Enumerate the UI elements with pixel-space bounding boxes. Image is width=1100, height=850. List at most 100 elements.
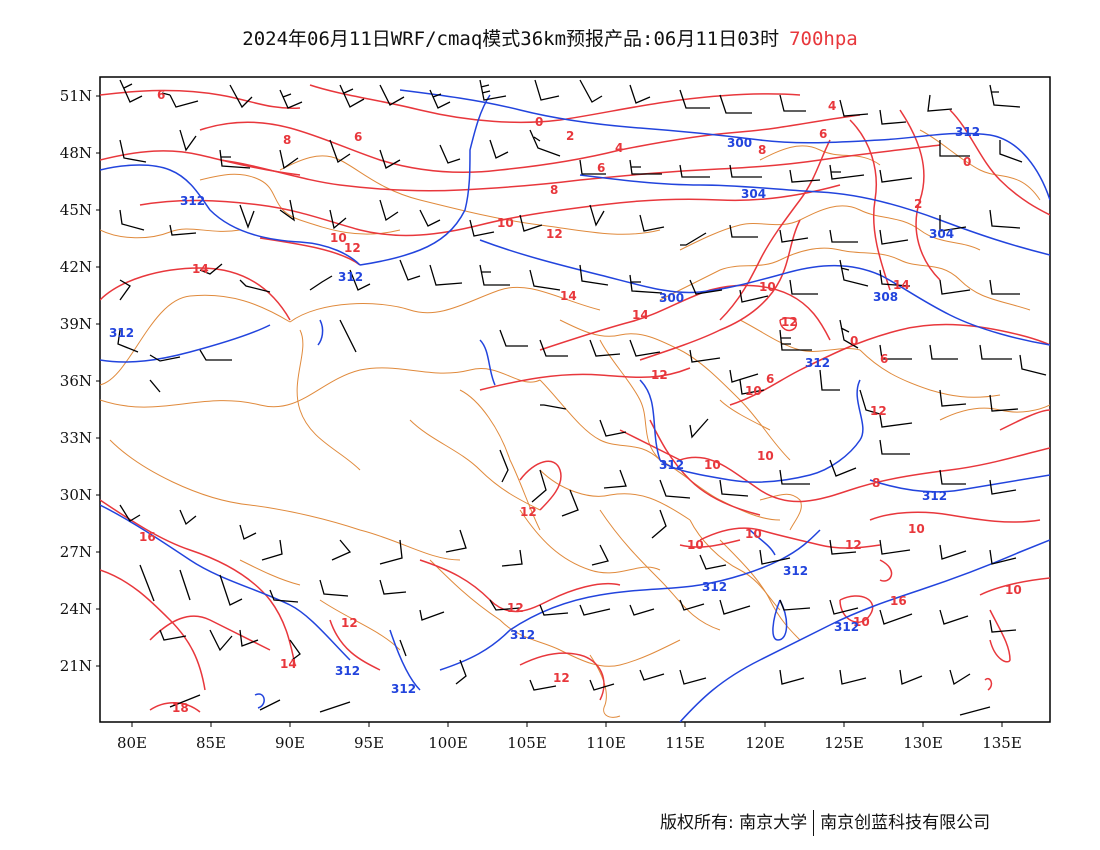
temperature-label: 8 <box>872 476 880 490</box>
height-label: 312 <box>335 664 360 678</box>
lat-label: 39N <box>60 315 92 333</box>
height-label: 300 <box>659 291 684 305</box>
height-label: 312 <box>109 326 134 340</box>
height-label: 312 <box>702 580 727 594</box>
temperature-label: 12 <box>520 505 537 519</box>
lon-label: 125E <box>824 734 864 752</box>
lon-label: 130E <box>903 734 943 752</box>
temperature-contours <box>100 84 1050 713</box>
lon-label: 85E <box>196 734 226 752</box>
temperature-label: 12 <box>546 227 563 241</box>
height-label: 312 <box>338 270 363 284</box>
height-label: 312 <box>805 356 830 370</box>
temperature-label: 8 <box>550 183 558 197</box>
temperature-label: 14 <box>192 262 209 276</box>
temperature-label: 4 <box>615 141 623 155</box>
temperature-label: 0 <box>535 115 543 129</box>
temperature-label: 18 <box>172 701 189 715</box>
lon-label: 95E <box>354 734 384 752</box>
map-title: 2024年06月11日WRF/cmaq模式36km预报产品:06月11日03时 7… <box>0 24 1100 51</box>
temperature-label: 10 <box>908 522 925 536</box>
temperature-label: 6 <box>157 88 165 102</box>
footer-credits: 版权所有: 南京大学 南京创蓝科技有限公司 <box>660 808 990 836</box>
temperature-label: 4 <box>828 99 836 113</box>
height-label: 312 <box>834 620 859 634</box>
temperature-label: 10 <box>759 280 776 294</box>
temperature-label: 10 <box>1005 583 1022 597</box>
temperature-label: 2 <box>914 197 922 211</box>
height-label: 312 <box>783 564 808 578</box>
temperature-label: 6 <box>819 127 827 141</box>
lat-label: 27N <box>60 543 92 561</box>
temperature-label: 14 <box>560 289 577 303</box>
title-level: 700hpa <box>789 28 858 50</box>
temperature-label: 12 <box>870 404 887 418</box>
copyright-text: 版权所有: 南京大学 <box>660 813 808 833</box>
temperature-label: 12 <box>553 671 570 685</box>
lon-label: 120E <box>745 734 785 752</box>
height-label: 304 <box>929 227 954 241</box>
lon-label: 100E <box>428 734 468 752</box>
latitude-labels: 51N 48N 45N 42N 39N 36N 33N 30N 27N 24N … <box>60 87 92 675</box>
axis-ticks <box>96 95 1003 727</box>
lat-label: 33N <box>60 429 92 447</box>
height-label: 312 <box>955 125 980 139</box>
border-lines <box>100 129 1050 718</box>
height-label: 308 <box>873 290 898 304</box>
company-name: 南京创蓝科技有限公司 <box>820 813 991 833</box>
lon-label: 135E <box>982 734 1022 752</box>
temperature-label: 10 <box>853 615 870 629</box>
temperature-label: 6 <box>354 130 362 144</box>
temperature-label: 12 <box>507 601 524 615</box>
temperature-label: 12 <box>344 241 361 255</box>
height-label: 304 <box>741 187 766 201</box>
height-label: 312 <box>391 682 416 696</box>
footer-separator <box>813 810 815 836</box>
temperature-label: 8 <box>758 143 766 157</box>
temperature-label: 10 <box>330 231 347 245</box>
temperature-label: 14 <box>280 657 297 671</box>
lon-label: 80E <box>117 734 147 752</box>
lat-label: 45N <box>60 201 92 219</box>
temperature-label: 14 <box>632 308 649 322</box>
temperature-label: 12 <box>651 368 668 382</box>
title-main: 2024年06月11日WRF/cmaq模式36km预报产品:06月11日03时 <box>242 28 780 50</box>
temperature-label: 6 <box>597 161 605 175</box>
temperature-label: 16 <box>890 594 907 608</box>
temperature-label: 10 <box>704 458 721 472</box>
lat-label: 48N <box>60 144 92 162</box>
temperature-label: 10 <box>497 216 514 230</box>
temperature-label: 0 <box>850 334 858 348</box>
lon-label: 110E <box>586 734 626 752</box>
height-label: 312 <box>922 489 947 503</box>
longitude-labels: 80E 85E 90E 95E 100E 105E 110E 115E 120E… <box>117 734 1022 752</box>
height-label: 312 <box>510 628 535 642</box>
lat-label: 24N <box>60 600 92 618</box>
height-label: 312 <box>180 194 205 208</box>
temperature-label: 10 <box>745 527 762 541</box>
lon-label: 105E <box>507 734 547 752</box>
lat-label: 36N <box>60 372 92 390</box>
temperature-labels: 6 8 6 0 2 4 6 8 10 12 10 12 14 14 12 10 … <box>139 88 1022 715</box>
height-label: 300 <box>727 136 752 150</box>
temperature-label: 6 <box>766 372 774 386</box>
temperature-label: 8 <box>283 133 291 147</box>
temperature-label: 12 <box>845 538 862 552</box>
lat-label: 51N <box>60 87 92 105</box>
height-labels: 312 312 312 300 304 304 300 308 312 312 … <box>109 125 980 696</box>
lat-label: 42N <box>60 258 92 276</box>
lat-label: 21N <box>60 657 92 675</box>
temperature-label: 0 <box>963 155 971 169</box>
lon-label: 90E <box>275 734 305 752</box>
wind-barbs <box>117 79 1047 716</box>
temperature-label: 10 <box>757 449 774 463</box>
height-contours <box>100 89 1050 722</box>
temperature-label: 6 <box>880 352 888 366</box>
lon-label: 115E <box>665 734 705 752</box>
temperature-label: 10 <box>687 538 704 552</box>
temperature-label: 2 <box>566 129 574 143</box>
temperature-label: 12 <box>781 315 798 329</box>
lat-label: 30N <box>60 486 92 504</box>
map-frame <box>99 76 1051 723</box>
temperature-label: 10 <box>745 384 762 398</box>
